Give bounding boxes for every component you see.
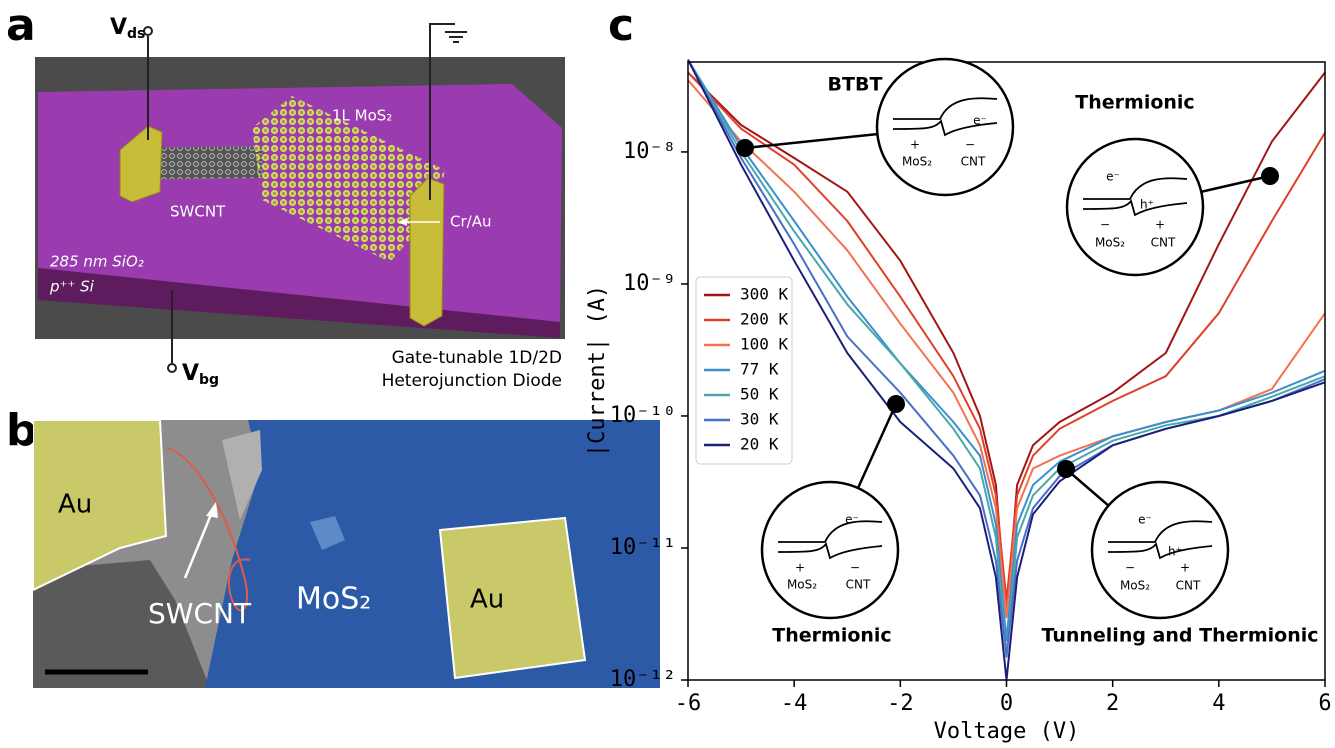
y-tick-label: 10⁻⁸ xyxy=(623,139,676,164)
legend-label: 200 K xyxy=(740,310,789,329)
inset-label: e⁻ xyxy=(973,114,987,128)
legend-label: 100 K xyxy=(740,335,789,354)
inset-label: e⁻ xyxy=(1106,170,1120,184)
caption: Gate-tunable 1D/2D xyxy=(392,348,562,368)
data-line xyxy=(687,59,1326,642)
inset-circle xyxy=(1065,137,1205,277)
panel-label: a xyxy=(6,0,36,51)
inset-label: + xyxy=(1155,218,1165,232)
marker-dot xyxy=(1261,167,1279,185)
annotation: BTBT xyxy=(828,74,883,96)
annotation: Thermionic xyxy=(1075,92,1194,114)
material-label: Au xyxy=(58,490,92,520)
annotation: Tunneling and Thermionic xyxy=(1041,625,1318,647)
inset-label: − xyxy=(1100,218,1110,232)
inset-label: CNT xyxy=(1151,236,1176,250)
x-tick-label: 0 xyxy=(1000,691,1013,716)
inset-label: MoS₂ xyxy=(902,155,932,169)
x-tick-label: -4 xyxy=(781,691,808,716)
x-tick-label: 2 xyxy=(1106,691,1119,716)
inset-label: MoS₂ xyxy=(1120,579,1150,593)
band-edge xyxy=(778,520,883,543)
panel-label: b xyxy=(6,405,38,456)
x-tick-label: 4 xyxy=(1212,691,1225,716)
inset-label: + xyxy=(1180,561,1190,575)
inset-label: h⁺ xyxy=(1140,198,1154,212)
inset-label: − xyxy=(1125,561,1135,575)
sem-image xyxy=(33,420,660,688)
band-edge xyxy=(1083,177,1188,200)
band-edge xyxy=(1107,542,1213,560)
inset-label: + xyxy=(795,561,805,575)
inset-circle xyxy=(875,57,1015,197)
material-label: p⁺⁺ Si xyxy=(49,278,95,296)
inset-label: CNT xyxy=(846,578,871,592)
x-tick-label: -2 xyxy=(887,691,914,716)
material-label: SWCNT xyxy=(170,203,226,221)
y-tick-label: 10⁻¹⁰ xyxy=(610,403,676,428)
legend-box xyxy=(695,276,793,465)
band-edge xyxy=(1082,199,1188,217)
legend-label: 77 K xyxy=(740,360,779,379)
x-tick-label: 6 xyxy=(1318,691,1331,716)
material-label: 1L MoS₂ xyxy=(332,107,392,125)
y-axis-label: |Current| (A) xyxy=(585,285,610,457)
material-label: Au xyxy=(470,585,504,615)
material-label: MoS₂ xyxy=(296,582,371,617)
band-edge xyxy=(1108,520,1213,543)
legend-label: 50 K xyxy=(740,385,779,404)
legend-label: 300 K xyxy=(740,285,789,304)
marker-dot xyxy=(736,139,754,157)
data-line xyxy=(687,71,1326,602)
terminal-label: Vds xyxy=(110,15,145,42)
legend-label: 30 K xyxy=(740,410,779,429)
legend-label: 20 K xyxy=(740,435,779,454)
x-tick-label: -6 xyxy=(675,691,702,716)
inset-label: − xyxy=(850,561,860,575)
material-label: SWCNT xyxy=(148,597,252,630)
annotation: Thermionic xyxy=(772,625,891,647)
inset-label: CNT xyxy=(961,155,986,169)
band-edge xyxy=(893,97,998,120)
inset-label: e⁻ xyxy=(845,513,859,527)
x-axis-label: Voltage (V) xyxy=(934,719,1080,744)
inset-label: MoS₂ xyxy=(787,578,817,592)
caption: Heterojunction Diode xyxy=(382,371,562,391)
y-tick-label: 10⁻⁹ xyxy=(623,271,676,296)
marker-dot xyxy=(887,395,905,413)
material-label: Cr/Au xyxy=(450,213,491,231)
inset-label: CNT xyxy=(1176,579,1201,593)
device-schematic xyxy=(35,23,565,373)
band-edge xyxy=(892,119,998,137)
inset-label: MoS₂ xyxy=(1095,236,1125,250)
y-tick-label: 10⁻¹² xyxy=(610,667,676,692)
inset-label: − xyxy=(965,138,975,152)
inset-label: e⁻ xyxy=(1138,513,1152,527)
terminal-label: Vbg xyxy=(182,361,219,388)
inset-circle xyxy=(1090,480,1230,620)
band-edge xyxy=(777,542,883,560)
inset-circle xyxy=(760,480,900,620)
marker-dot xyxy=(1057,460,1075,478)
material-label: 285 nm SiO₂ xyxy=(50,253,144,271)
chart: -6 -4 -2 0 2 4 6 10⁻¹² 10⁻¹¹ 10⁻¹⁰ 10⁻⁹ 10⁻⁸ Voltage… xyxy=(585,57,1332,744)
inset-label: + xyxy=(910,138,920,152)
inset-label: h⁺ xyxy=(1168,545,1182,559)
panel-label: c xyxy=(608,0,634,51)
y-tick-label: 10⁻¹¹ xyxy=(610,535,676,560)
